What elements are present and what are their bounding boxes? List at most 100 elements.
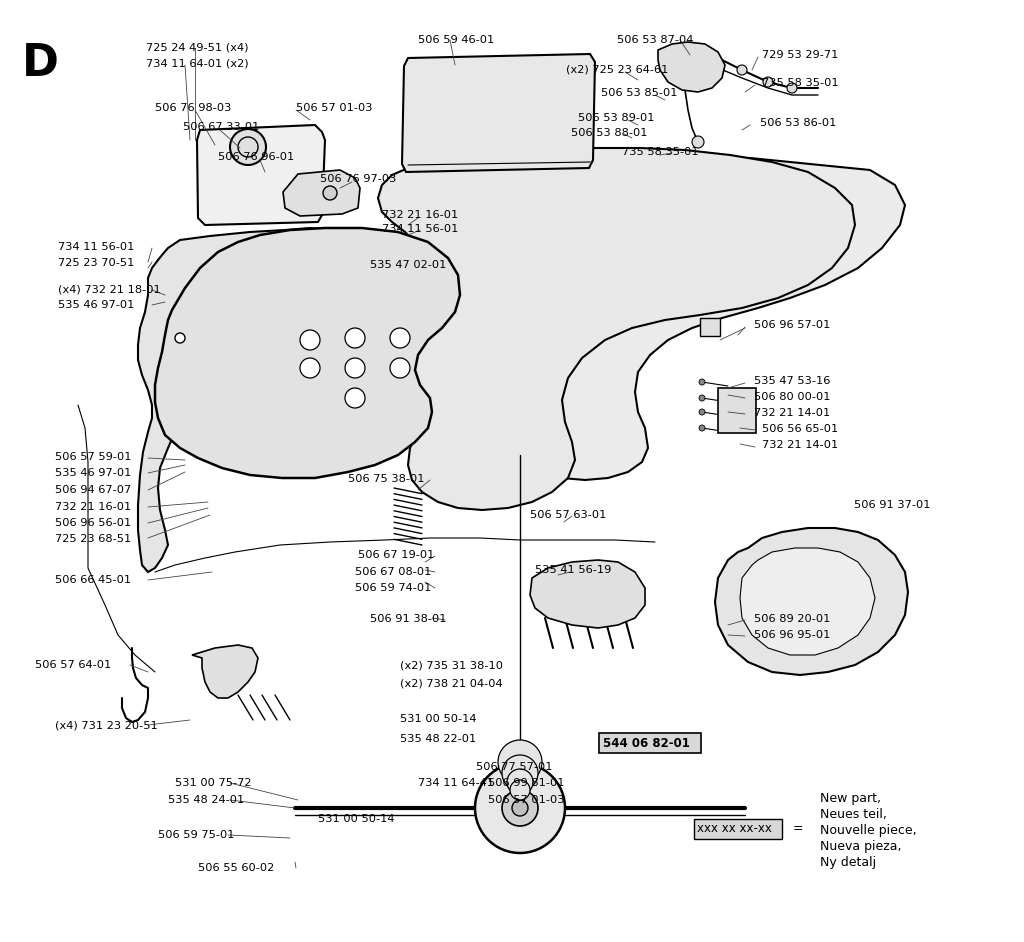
Bar <box>700 318 720 336</box>
Text: 734 11 56-01: 734 11 56-01 <box>58 242 134 252</box>
Circle shape <box>699 409 705 415</box>
Circle shape <box>390 328 410 348</box>
Text: 729 53 29-71: 729 53 29-71 <box>762 50 839 60</box>
Polygon shape <box>658 42 725 92</box>
Text: (x2) 725 23 64-61: (x2) 725 23 64-61 <box>566 65 669 75</box>
Polygon shape <box>197 125 325 225</box>
Circle shape <box>230 129 266 165</box>
Text: 732 21 14-01: 732 21 14-01 <box>754 408 830 418</box>
Text: (x4) 732 21 18-01: (x4) 732 21 18-01 <box>58 285 161 295</box>
Text: 535 47 02-01: 535 47 02-01 <box>370 260 446 270</box>
Text: 506 57 01-03: 506 57 01-03 <box>488 795 564 805</box>
Bar <box>718 388 756 433</box>
Text: 506 59 75-01: 506 59 75-01 <box>158 830 234 840</box>
Text: 725 24 49-51 (x4): 725 24 49-51 (x4) <box>146 42 249 52</box>
Text: 506 56 65-01: 506 56 65-01 <box>762 424 839 434</box>
Text: 506 67 33-01: 506 67 33-01 <box>183 122 259 132</box>
Circle shape <box>787 83 797 93</box>
Text: 725 23 68-51: 725 23 68-51 <box>55 534 131 544</box>
Text: 506 53 85-01: 506 53 85-01 <box>601 88 678 98</box>
Text: 506 96 95-01: 506 96 95-01 <box>754 630 830 640</box>
Polygon shape <box>283 170 360 216</box>
Polygon shape <box>715 528 908 675</box>
Circle shape <box>502 755 538 791</box>
Text: 506 59 46-01: 506 59 46-01 <box>418 35 495 45</box>
Text: 531 00 75-72: 531 00 75-72 <box>175 778 252 788</box>
Text: =: = <box>793 822 804 835</box>
Circle shape <box>502 790 538 826</box>
Text: 506 91 38-01: 506 91 38-01 <box>370 614 446 624</box>
Circle shape <box>345 358 365 378</box>
Text: 506 75 38-01: 506 75 38-01 <box>348 474 425 484</box>
Text: 734 11 64-01 (x2): 734 11 64-01 (x2) <box>146 58 249 68</box>
Text: 734 11 56-01: 734 11 56-01 <box>382 224 459 234</box>
Text: 535 48 22-01: 535 48 22-01 <box>400 734 476 744</box>
Polygon shape <box>138 228 449 572</box>
Circle shape <box>510 780 530 800</box>
Text: D: D <box>22 42 59 85</box>
Text: 531 00 50-14: 531 00 50-14 <box>318 814 394 824</box>
Text: 506 53 89-01: 506 53 89-01 <box>578 113 654 123</box>
Circle shape <box>699 425 705 431</box>
Text: 506 53 88-01: 506 53 88-01 <box>571 128 647 138</box>
Text: 506 67 19-01: 506 67 19-01 <box>358 550 434 560</box>
Text: 506 89 20-01: 506 89 20-01 <box>754 614 830 624</box>
Polygon shape <box>378 148 855 510</box>
Text: 732 21 14-01: 732 21 14-01 <box>762 440 839 450</box>
Text: 506 57 63-01: 506 57 63-01 <box>530 510 606 520</box>
Text: Neues teil,: Neues teil, <box>820 808 887 821</box>
Text: 506 76 98-03: 506 76 98-03 <box>155 103 231 113</box>
Circle shape <box>699 379 705 385</box>
Text: 544 06 82-01: 544 06 82-01 <box>603 737 690 750</box>
Text: New part,: New part, <box>820 792 881 805</box>
Text: 535 46 97-01: 535 46 97-01 <box>58 300 134 310</box>
Text: 506 77 57-01: 506 77 57-01 <box>476 762 553 772</box>
Text: 725 23 70-51: 725 23 70-51 <box>58 258 134 268</box>
Text: 506 53 87-04: 506 53 87-04 <box>617 35 693 45</box>
Text: 531 00 50-14: 531 00 50-14 <box>400 714 476 724</box>
Circle shape <box>175 333 185 343</box>
Text: 506 57 01-03: 506 57 01-03 <box>296 103 373 113</box>
Polygon shape <box>460 155 905 480</box>
Text: xxx xx xx-xx: xxx xx xx-xx <box>697 822 772 835</box>
Text: 535 47 53-16: 535 47 53-16 <box>754 376 830 386</box>
Polygon shape <box>155 228 460 478</box>
Text: 506 76 96-01: 506 76 96-01 <box>218 152 294 162</box>
Circle shape <box>475 763 565 853</box>
Text: 506 67 08-01: 506 67 08-01 <box>355 567 431 577</box>
Bar <box>599 733 701 753</box>
Text: 506 96 57-01: 506 96 57-01 <box>754 320 830 330</box>
Text: 506 66 45-01: 506 66 45-01 <box>55 575 131 585</box>
Circle shape <box>345 328 365 348</box>
Text: 535 46 97-01: 535 46 97-01 <box>55 468 131 478</box>
Circle shape <box>238 137 258 157</box>
Circle shape <box>692 136 705 148</box>
Circle shape <box>512 800 528 816</box>
Text: 506 76 97-03: 506 76 97-03 <box>319 174 396 184</box>
Circle shape <box>390 358 410 378</box>
Text: Nouvelle piece,: Nouvelle piece, <box>820 824 916 837</box>
Circle shape <box>323 186 337 200</box>
Text: 734 11 64-41: 734 11 64-41 <box>418 778 495 788</box>
Text: 506 80 00-01: 506 80 00-01 <box>754 392 830 402</box>
Bar <box>694 819 782 839</box>
Text: (x2) 735 31 38-10: (x2) 735 31 38-10 <box>400 660 503 670</box>
Circle shape <box>699 395 705 401</box>
Text: 506 96 56-01: 506 96 56-01 <box>55 518 131 528</box>
Text: 506 53 86-01: 506 53 86-01 <box>760 118 837 128</box>
Polygon shape <box>740 548 874 655</box>
Text: Ny detalj: Ny detalj <box>820 856 877 869</box>
Circle shape <box>763 77 773 87</box>
Polygon shape <box>530 560 645 628</box>
Circle shape <box>737 65 746 75</box>
Text: 506 55 60-02: 506 55 60-02 <box>198 863 274 873</box>
Text: 535 41 56-19: 535 41 56-19 <box>535 565 611 575</box>
Text: 506 59 74-01: 506 59 74-01 <box>355 583 431 593</box>
Text: 735 58 35-01: 735 58 35-01 <box>762 78 839 88</box>
Circle shape <box>498 740 542 784</box>
Circle shape <box>345 388 365 408</box>
Text: 506 99 81-01: 506 99 81-01 <box>488 778 564 788</box>
Text: Nueva pieza,: Nueva pieza, <box>820 840 901 853</box>
Polygon shape <box>193 645 258 698</box>
Text: 732 21 16-01: 732 21 16-01 <box>382 210 459 220</box>
